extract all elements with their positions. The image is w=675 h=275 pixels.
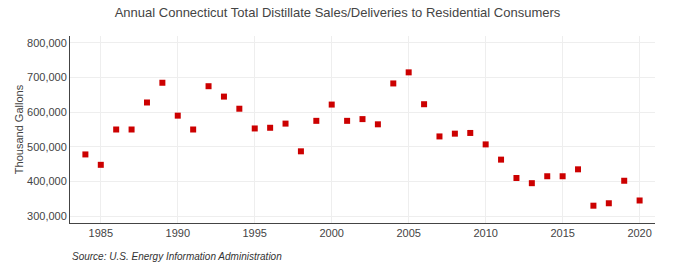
svg-text:800,000: 800,000 (27, 37, 67, 49)
svg-text:400,000: 400,000 (27, 175, 67, 187)
svg-text:2010: 2010 (473, 227, 497, 239)
svg-text:1995: 1995 (242, 227, 266, 239)
svg-text:2005: 2005 (396, 227, 420, 239)
svg-text:Source: U.S. Energy Informatio: Source: U.S. Energy Information Administ… (72, 251, 282, 262)
svg-text:Thousand Gallons: Thousand Gallons (13, 84, 25, 174)
svg-text:700,000: 700,000 (27, 71, 67, 83)
svg-text:2000: 2000 (319, 227, 343, 239)
svg-text:600,000: 600,000 (27, 106, 67, 118)
svg-text:1985: 1985 (89, 227, 113, 239)
svg-text:500,000: 500,000 (27, 141, 67, 153)
svg-text:Annual Connecticut Total Disti: Annual Connecticut Total Distillate Sale… (115, 5, 561, 20)
svg-text:300,000: 300,000 (27, 210, 67, 222)
svg-text:2015: 2015 (550, 227, 574, 239)
svg-text:2020: 2020 (627, 227, 651, 239)
svg-text:1990: 1990 (166, 227, 190, 239)
